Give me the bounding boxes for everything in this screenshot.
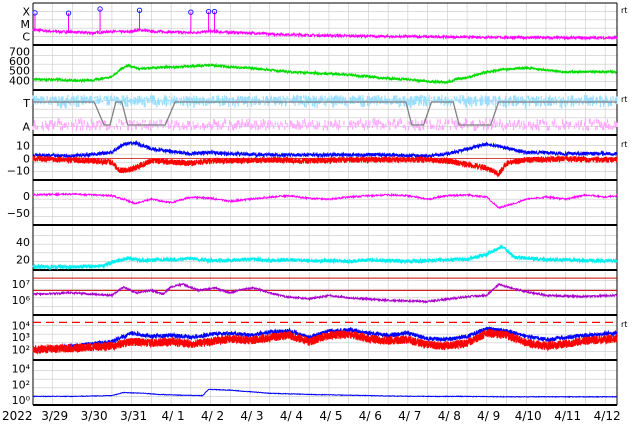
y-tick-label: 10⁴ [12,362,31,375]
series-line [32,191,618,210]
x-tick-label: 3/31 [120,409,147,423]
y-tick-label: 20 [16,253,30,266]
x-tick-label: 3/29 [41,409,68,423]
y-tick-label: 10³ [12,331,30,344]
flare-marker [188,9,194,15]
x-tick-label: 4/ 5 [319,409,342,423]
series-line [32,139,618,160]
flare-marker [205,8,212,15]
series-line [32,62,618,85]
y-tick-label: C [22,31,30,44]
y-tick-label: 600 [9,55,30,68]
y-tick-label: 400 [9,75,30,88]
series-line [32,244,618,271]
y-tick-label: −50 [7,207,30,220]
rt-marker: rt [621,6,627,15]
series-line [32,27,618,41]
x-tick-label: 4/ 6 [359,409,382,423]
x-tick-label: 3/30 [81,409,108,423]
rt-marker: rt [621,95,627,104]
y-tick-label: 10² [12,378,30,391]
series-line [32,328,618,355]
y-tick-label: A [22,120,30,133]
y-tick-label: 10² [12,343,30,356]
x-tick-label: 4/ 2 [201,409,224,423]
y-tick-label: 0 [23,153,30,166]
x-tick-label: 4/12 [594,409,621,423]
x-tick-label: 4/10 [515,409,542,423]
series-line [32,282,618,304]
y-tick-label: 700 [9,45,30,58]
rt-marker: rt [621,140,627,149]
x-tick-label: 4/ 1 [162,409,185,423]
flare-marker [32,10,38,16]
rt-marker: rt [621,320,627,329]
flare-marker [136,7,143,13]
y-tick-label: T [22,97,30,110]
x-tick-label: 4/11 [554,409,581,423]
x-tick-label: 4/ 7 [398,409,421,423]
y-tick-label: 10⁶ [12,294,31,307]
y-tick-label: 10⁷ [12,278,30,291]
y-tick-label: 0 [23,190,30,203]
y-tick-label: 10 [16,140,30,153]
flare-marker [97,6,103,12]
x-tick-label: 4/ 4 [280,409,303,423]
series-line [32,388,618,398]
y-tick-label: M [21,18,31,31]
y-tick-label: 10⁰ [12,394,31,407]
x-year-label: 2022 [2,409,33,423]
y-tick-label: 40 [16,236,30,249]
y-tick-label: −10 [7,165,30,178]
series-line [32,154,618,178]
flare-marker [211,8,218,15]
y-tick-label: X [22,5,30,18]
y-tick-label: 10⁴ [12,320,31,333]
x-tick-label: 4/ 9 [477,409,500,423]
x-tick-label: 4/ 3 [240,409,263,423]
sector-step-line [33,101,617,126]
flare-marker [65,10,72,16]
y-tick-label: 500 [9,65,30,78]
x-tick-label: 4/ 8 [438,409,461,423]
